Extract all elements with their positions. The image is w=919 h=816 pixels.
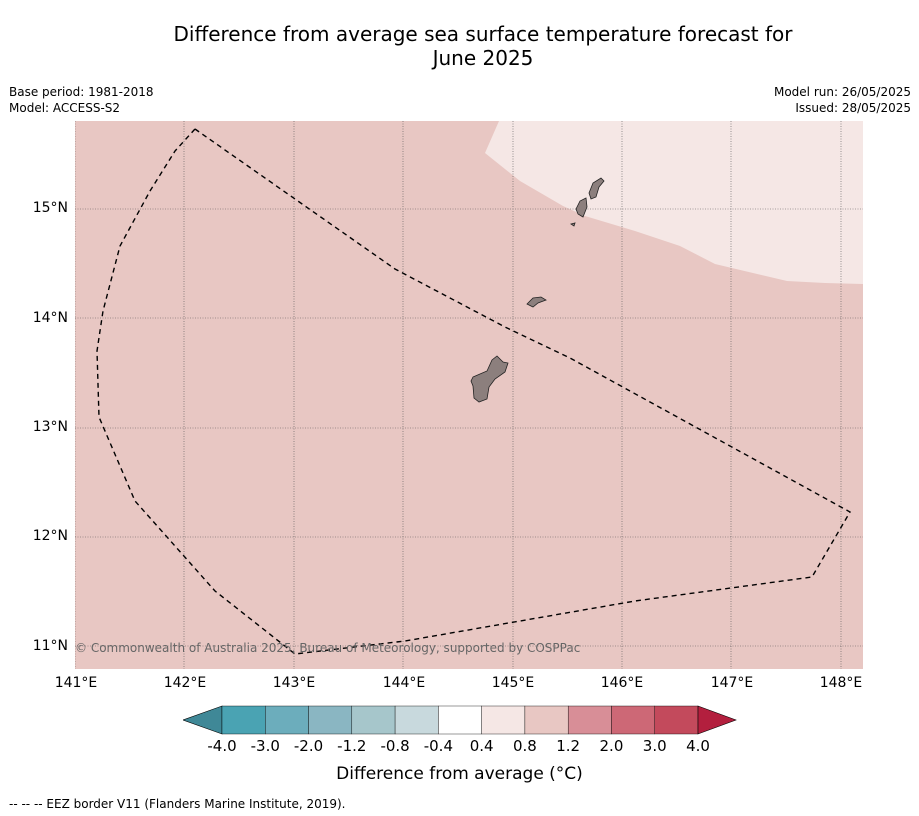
colorbar-tick-label: 1.2 [556, 737, 581, 755]
colorbar-tick-label: -2.0 [293, 737, 324, 755]
colorbar-cell [351, 705, 396, 735]
title-line-1: Difference from average sea surface temp… [173, 22, 793, 46]
colorbar-tick-label: 3.0 [642, 737, 667, 755]
colorbar-arrow-low [183, 705, 223, 735]
model-run: Model run: 26/05/2025 [773, 85, 911, 99]
colorbar-cell [654, 705, 699, 735]
lat-label-11n: 11°N [32, 638, 68, 654]
colorbar-cell [611, 705, 655, 735]
colorbar-label: Difference from average (°C) [336, 764, 583, 784]
colorbar-cell [221, 705, 266, 735]
copyright-notice: © Commonwealth of Australia 2025, Bureau… [75, 641, 581, 655]
colorbar-tick-label: -1.2 [337, 737, 367, 755]
lon-label-145e: 145°E [491, 675, 535, 691]
lon-label-142e: 142°E [163, 675, 207, 691]
saipan-island [588, 177, 605, 200]
lon-label-146e: 146°E [600, 675, 644, 691]
lon-label-143e: 143°E [272, 675, 316, 691]
lon-label-147e: 147°E [710, 675, 754, 691]
islands [470, 177, 605, 403]
lon-label-148e: 148°E [819, 675, 863, 691]
eez-border [96, 128, 851, 655]
colorbar-cell [394, 705, 439, 735]
colorbar [183, 705, 737, 735]
rota-island [526, 296, 547, 308]
base-period: Base period: 1981-2018 [9, 85, 154, 99]
tinian-island [575, 197, 588, 218]
colorbar-tick-label: -0.8 [380, 737, 410, 755]
eez-footnote: -- -- -- EEZ border V11 (Flanders Marine… [9, 797, 346, 811]
colorbar-cell [438, 705, 482, 735]
colorbar-tick-label: 0.8 [512, 737, 537, 755]
light-anomaly-region [485, 121, 863, 284]
colorbar-cell [265, 705, 309, 735]
lat-label-14n: 14°N [32, 310, 68, 326]
issued-date: Issued: 28/05/2025 [795, 101, 911, 115]
title-line-2: June 2025 [432, 46, 534, 70]
lon-label-144e: 144°E [382, 675, 426, 691]
colorbar-tick-label: 4.0 [686, 737, 710, 755]
lat-label-15n: 15°N [32, 200, 68, 216]
colorbar-tick-label: 2.0 [599, 737, 624, 755]
colorbar-cell [567, 705, 612, 735]
colorbar-arrow-high [697, 705, 737, 735]
lon-label-141e: 141°E [54, 675, 98, 691]
map-area [75, 121, 863, 669]
lat-label-13n: 13°N [32, 419, 68, 435]
lat-label-12n: 12°N [32, 528, 68, 544]
model-name: Model: ACCESS-S2 [9, 101, 121, 115]
colorbar-tick-label: -4.0 [207, 737, 237, 755]
guam-island [470, 355, 509, 403]
aguijan-island [570, 222, 576, 227]
colorbar-tick-label: 0.4 [469, 737, 494, 755]
colorbar-tick-label: -3.0 [250, 737, 280, 755]
colorbar-cell [308, 705, 353, 735]
map-title: Difference from average sea surface temp… [0, 22, 919, 70]
meta-left: Base period: 1981-2018 Model: ACCESS-S2 [9, 84, 154, 116]
meta-right: Model run: 26/05/2025 Issued: 28/05/2025 [774, 84, 911, 116]
colorbar-cell [524, 705, 569, 735]
colorbar-tick-label: -0.4 [423, 737, 453, 755]
map-svg [75, 121, 863, 669]
colorbar-cell [481, 705, 526, 735]
